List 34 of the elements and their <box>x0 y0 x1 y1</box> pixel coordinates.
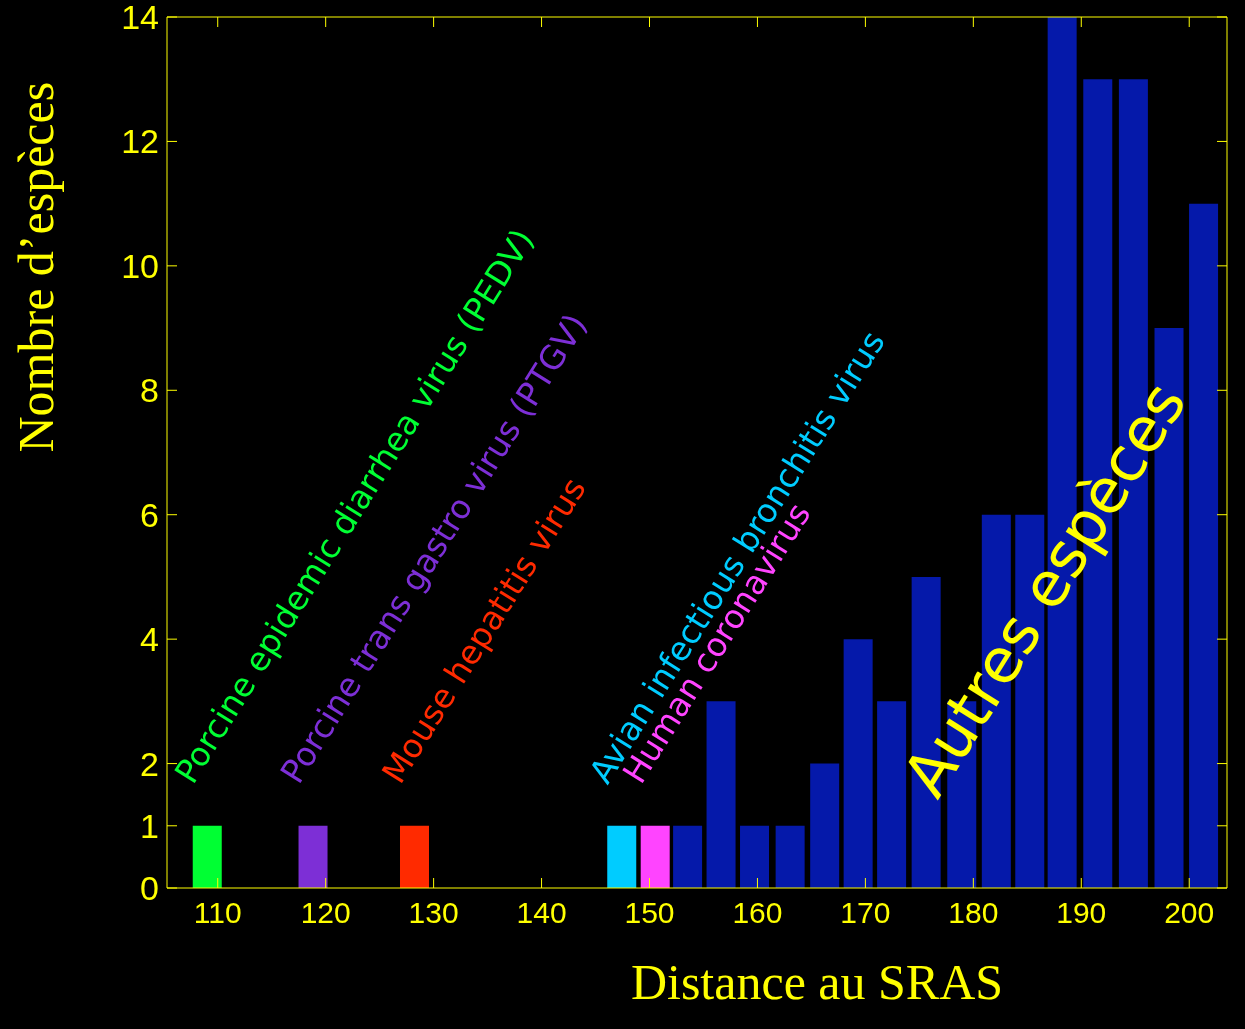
x-tick-label: 200 <box>1164 896 1215 930</box>
bar <box>192 825 222 888</box>
x-tick-label: 190 <box>1056 896 1107 930</box>
y-tick-label: 4 <box>140 620 159 659</box>
x-tick-label: 110 <box>193 896 242 930</box>
bar <box>640 825 670 888</box>
bar <box>1189 203 1219 888</box>
y-tick-label: 14 <box>121 0 159 37</box>
x-tick-label: 160 <box>732 896 783 930</box>
y-tick-label: 6 <box>140 495 159 534</box>
y-tick-label: 12 <box>121 122 159 161</box>
x-tick-label: 130 <box>408 896 459 930</box>
y-tick-label: 2 <box>140 744 159 783</box>
x-axis-title: Distance au SRAS <box>630 954 1004 1010</box>
y-tick-label: 10 <box>121 246 159 285</box>
y-tick-label: 8 <box>140 371 159 410</box>
bar <box>706 701 736 888</box>
y-tick-label: 0 <box>140 869 159 908</box>
bar <box>810 763 840 888</box>
bar <box>673 825 703 888</box>
x-tick-label: 150 <box>624 896 675 930</box>
bar <box>775 825 805 888</box>
x-tick-label: 180 <box>948 896 999 930</box>
bar <box>400 825 429 888</box>
bar <box>877 701 907 888</box>
x-tick-label: 140 <box>516 896 567 930</box>
bar <box>843 639 873 888</box>
y-axis-title: Nombre d’espèces <box>7 81 64 453</box>
bar <box>607 825 637 888</box>
y-tick-label: 1 <box>140 806 159 845</box>
bar <box>740 825 770 888</box>
bar <box>298 825 328 888</box>
x-tick-label: 120 <box>300 896 351 930</box>
x-tick-label: 170 <box>840 896 891 930</box>
